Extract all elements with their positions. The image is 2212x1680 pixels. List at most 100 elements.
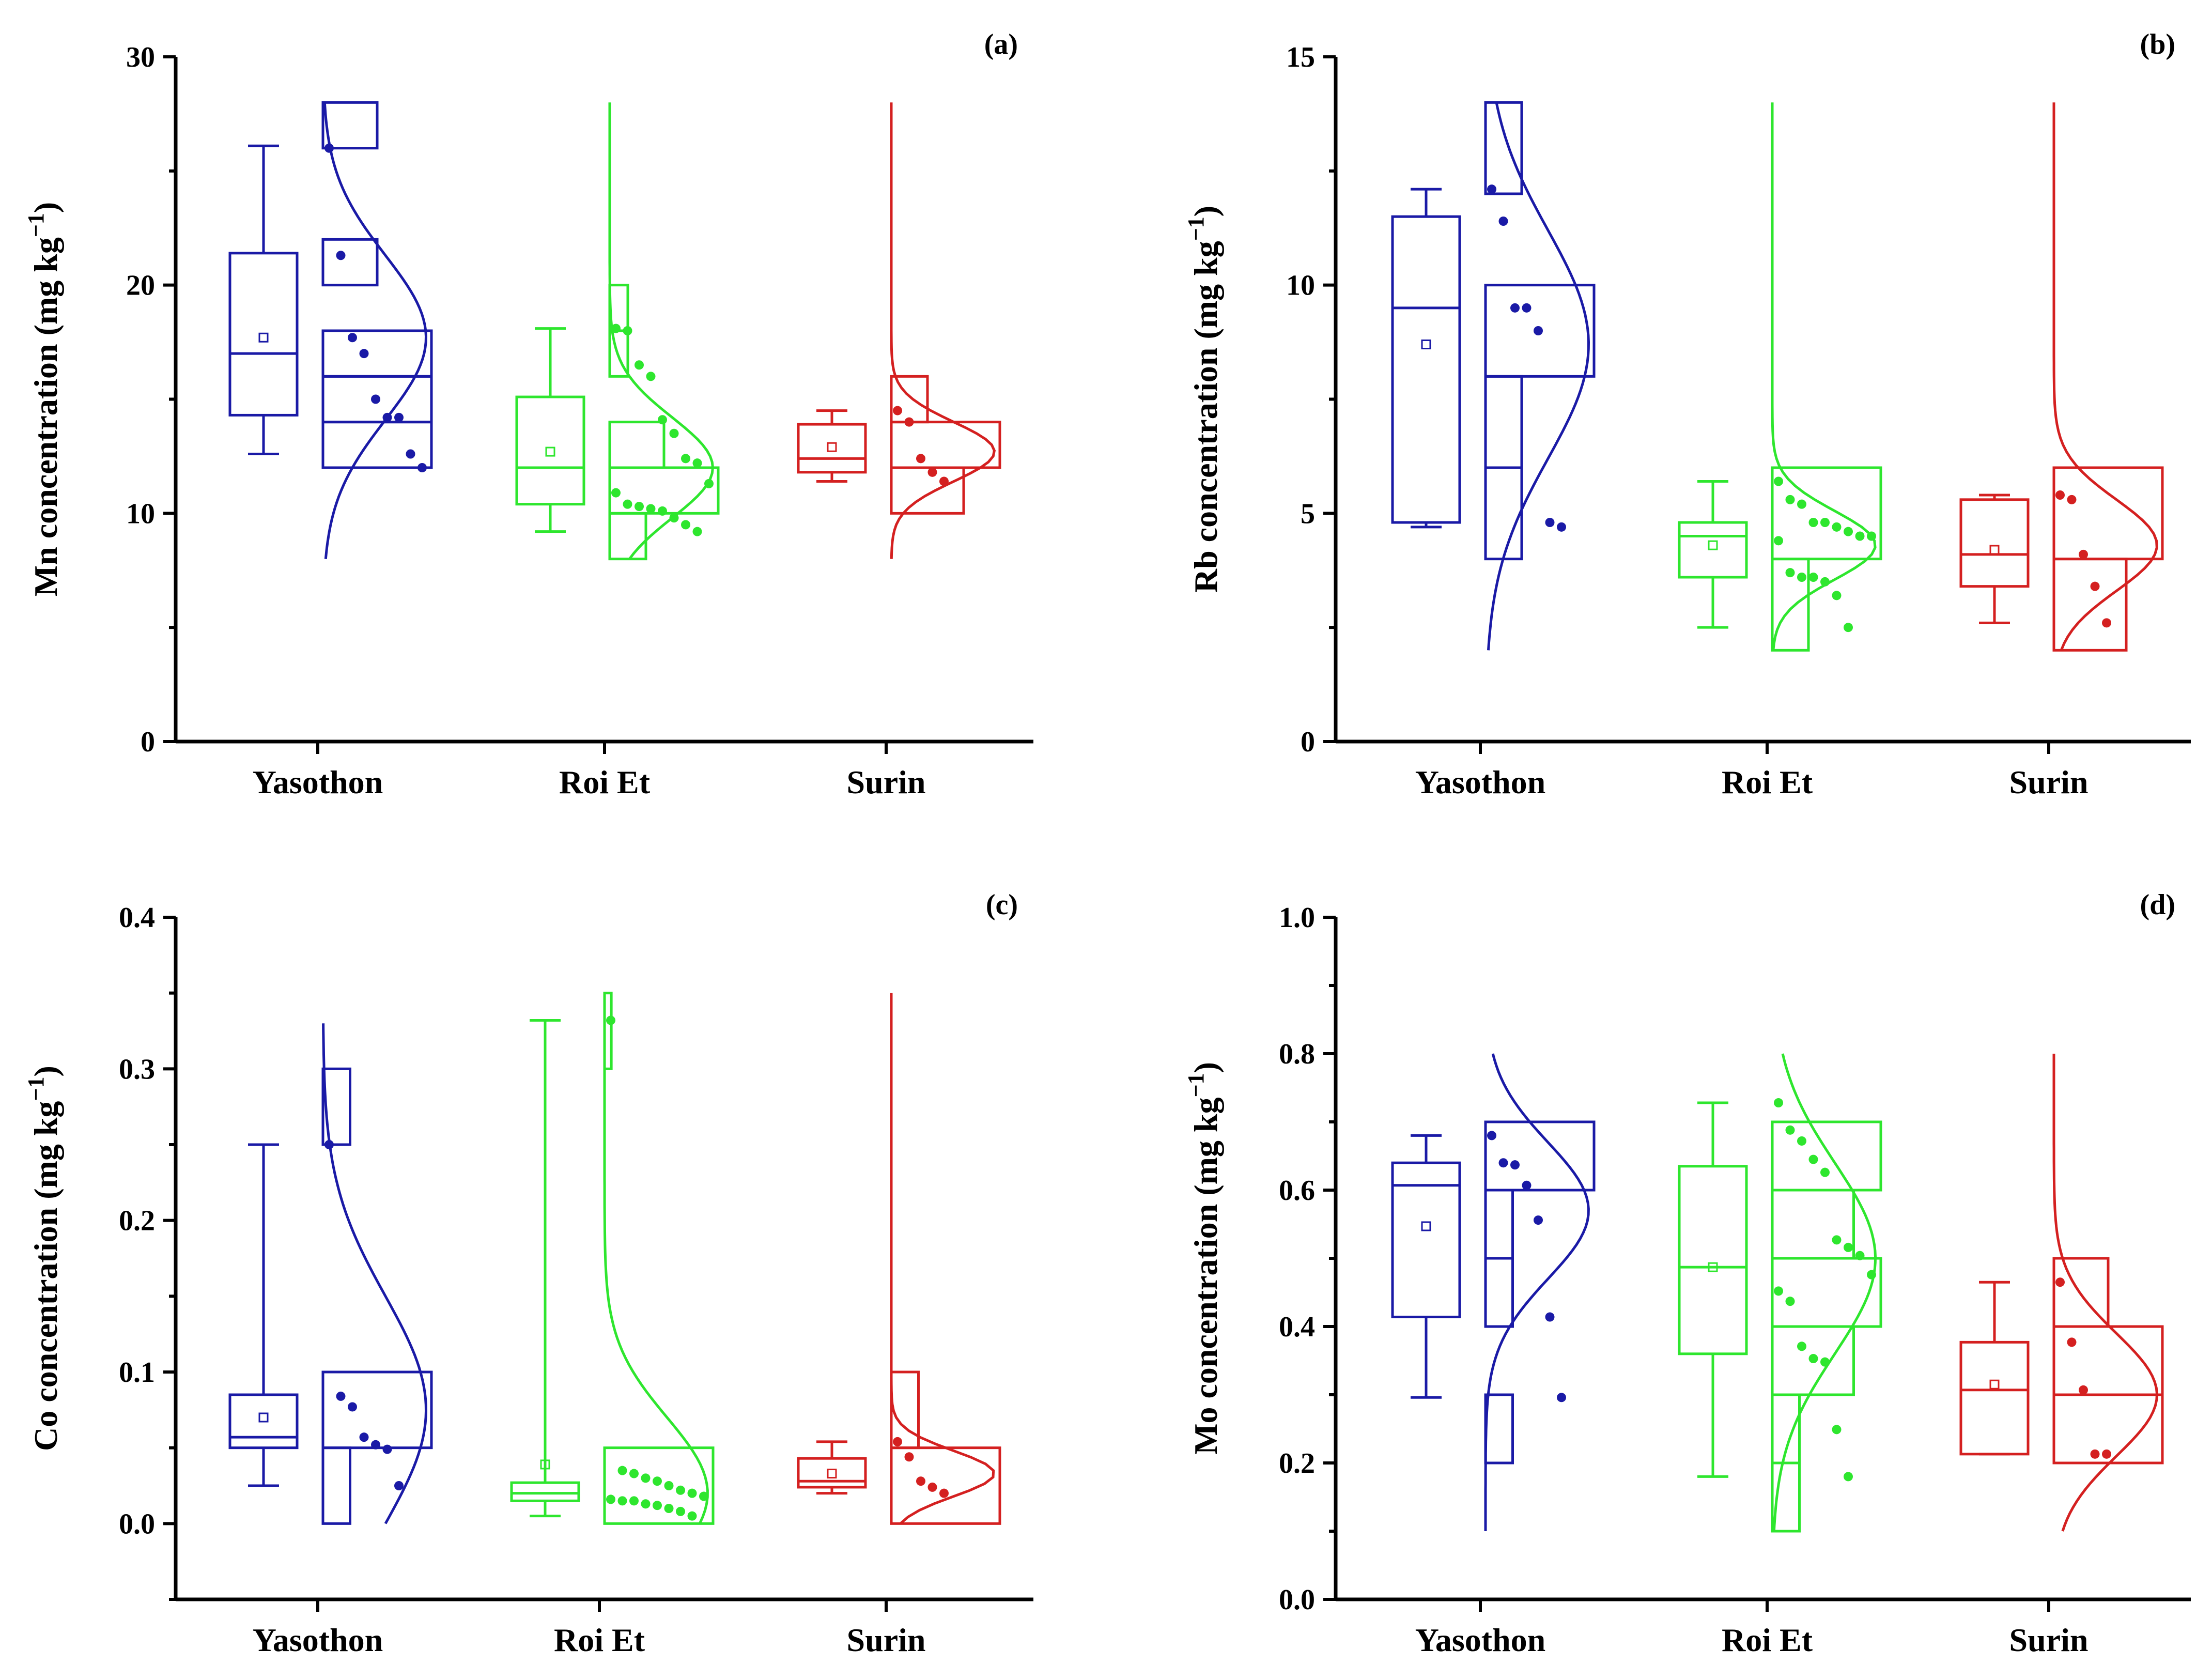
data-point — [1774, 1286, 1783, 1296]
y-tick-label: 0.2 — [119, 1205, 155, 1237]
data-point — [1855, 531, 1865, 541]
data-point — [371, 394, 380, 404]
data-point — [359, 1432, 369, 1442]
distribution-curve — [322, 1023, 428, 1524]
y-tick-label: 0.4 — [1279, 1311, 1315, 1343]
data-point — [1534, 326, 1543, 335]
histogram-bin — [1771, 1120, 1882, 1192]
data-point — [629, 1469, 639, 1478]
panel-label: (c) — [986, 889, 1018, 921]
box-iqr — [797, 1457, 867, 1489]
data-point — [623, 499, 632, 509]
data-point — [617, 1466, 627, 1475]
data-point — [676, 1485, 685, 1495]
data-point — [1522, 1180, 1532, 1190]
histogram-bin — [1484, 101, 1523, 195]
data-point — [324, 1140, 334, 1149]
data-point — [687, 1488, 697, 1498]
y-tick-label: 0.3 — [119, 1053, 155, 1085]
data-point — [1522, 303, 1532, 313]
data-point — [617, 1496, 627, 1506]
panel-c: 0.0 0.1 0.2 0.3 0.4 Co concentration (mg kg−1… — [23, 889, 1033, 1658]
distribution-curve — [2052, 1054, 2159, 1532]
data-point — [1820, 1357, 1830, 1367]
data-point — [904, 1452, 914, 1462]
box-mean-marker — [540, 1459, 550, 1470]
group-surin: Surin — [1959, 102, 2164, 800]
histogram-bin — [1484, 1189, 1514, 1260]
data-point — [1820, 577, 1830, 587]
y-tick-label: 0.1 — [119, 1357, 155, 1389]
histogram-bin — [890, 421, 1001, 469]
histogram-bin — [2052, 1325, 2164, 1396]
box-mean-marker — [1989, 545, 2000, 555]
box-iqr — [228, 1393, 299, 1450]
box-iqr — [1678, 521, 1748, 579]
data-point — [1785, 495, 1795, 504]
box-mean-marker — [827, 1469, 837, 1479]
box-iqr — [1959, 498, 2030, 588]
histogram-bin — [1484, 1393, 1514, 1465]
histogram-bin — [2052, 1257, 2110, 1328]
data-point — [681, 454, 690, 464]
data-point — [681, 520, 690, 530]
data-point — [336, 251, 346, 260]
data-point — [1867, 1270, 1876, 1280]
x-tick-label: Surin — [2009, 1622, 2089, 1658]
box-iqr — [510, 1481, 580, 1502]
data-point — [1785, 1297, 1795, 1306]
data-point — [687, 1511, 697, 1521]
y-tick-label: 0 — [141, 726, 155, 758]
data-point — [704, 479, 714, 488]
data-point — [1808, 1354, 1818, 1364]
data-point — [635, 502, 644, 512]
data-point — [2090, 1449, 2100, 1459]
y-axis-title-main: Co concentration (mg kg — [27, 1101, 64, 1451]
group-yasothon: Yasothon — [1391, 101, 1596, 800]
data-point — [1557, 1393, 1566, 1402]
data-point — [1510, 1160, 1520, 1170]
data-point — [1797, 1136, 1806, 1146]
y-axis-title-close: ) — [27, 1066, 64, 1076]
box-mean-marker — [545, 446, 555, 457]
data-point — [1510, 303, 1520, 313]
data-point — [916, 1476, 925, 1486]
group-surin: Surin — [1959, 1054, 2164, 1658]
group-roi-et: Roi Et — [1678, 1053, 1882, 1658]
y-tick-label: 30 — [126, 41, 155, 73]
data-point — [646, 504, 656, 514]
histogram-bin — [321, 1446, 351, 1525]
data-point — [1832, 591, 1842, 600]
data-point — [658, 506, 667, 516]
data-point — [2102, 1449, 2111, 1459]
distribution-curve — [1487, 102, 1590, 651]
y-axis-title-main: Rb concentration (mg kg — [1187, 241, 1224, 593]
data-point — [324, 143, 334, 153]
box-iqr — [228, 252, 299, 417]
y-tick-label: 0.6 — [1279, 1175, 1315, 1207]
panel-label: (b) — [2140, 28, 2175, 60]
data-point — [382, 1444, 392, 1454]
data-point — [359, 349, 369, 359]
data-point — [664, 1481, 674, 1490]
histogram-bin — [2052, 466, 2164, 561]
distribution-curve — [2052, 102, 2158, 651]
y-tick-label: 0.2 — [1279, 1447, 1315, 1479]
x-tick-label: Roi Et — [559, 764, 651, 800]
box-iqr — [797, 423, 867, 474]
y-tick-label: 0.0 — [119, 1508, 155, 1540]
data-point — [1808, 573, 1818, 582]
data-point — [893, 406, 902, 415]
data-point — [1774, 476, 1783, 486]
distribution-curve — [1771, 102, 1877, 651]
panel-b: 0 5 10 15 Rb concentration (mg kg−1) (b) Yasot… — [1183, 28, 2191, 800]
y-tick-label: 5 — [1301, 498, 1315, 530]
data-point — [664, 1504, 674, 1513]
histogram-bin — [321, 329, 433, 378]
data-point — [1545, 518, 1555, 527]
histogram-bin — [321, 1067, 351, 1146]
box-mean-marker — [1989, 1379, 2000, 1390]
histogram-bin — [1484, 1120, 1596, 1192]
group-surin: Surin — [797, 102, 1001, 800]
data-point — [1797, 1342, 1806, 1351]
